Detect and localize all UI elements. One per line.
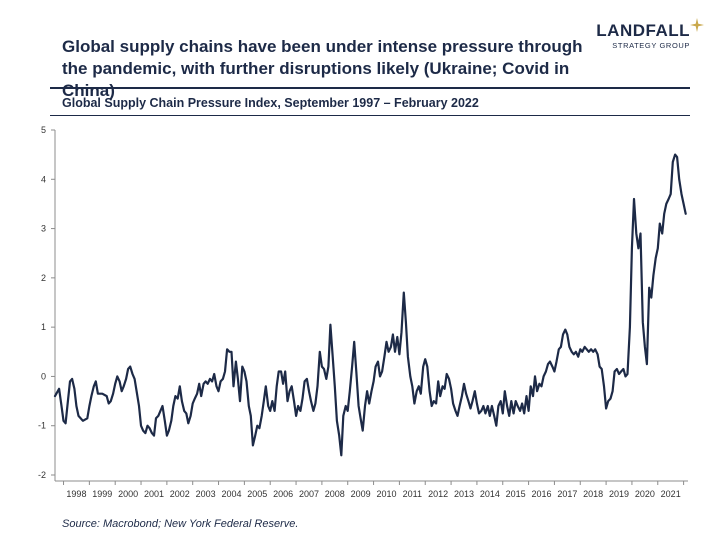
x-tick-label: 2011 <box>403 489 422 499</box>
x-tick-label: 2009 <box>351 489 371 499</box>
x-tick-label: 1999 <box>92 489 112 499</box>
x-tick-label: 2021 <box>661 489 681 499</box>
y-tick-label: 1 <box>41 322 46 332</box>
x-tick-label: 2005 <box>247 489 267 499</box>
star-icon <box>690 18 704 32</box>
x-tick-label: 2012 <box>428 489 448 499</box>
y-tick-label: 3 <box>41 224 46 234</box>
x-tick-label: 2001 <box>144 489 164 499</box>
x-tick-label: 2019 <box>609 489 629 499</box>
x-tick-label: 2007 <box>299 489 319 499</box>
x-tick-label: 2017 <box>557 489 577 499</box>
x-tick-label: 2004 <box>221 489 241 499</box>
chart-title: Global Supply Chain Pressure Index, Sept… <box>62 96 479 110</box>
y-tick-label: -1 <box>38 421 46 431</box>
logo-subtitle: STRATEGY GROUP <box>612 41 690 50</box>
y-tick-label: -2 <box>38 470 46 480</box>
landfall-logo: LANDFALL STRATEGY GROUP <box>596 18 704 50</box>
gscpi-series-line <box>53 153 687 457</box>
x-tick-label: 2003 <box>196 489 216 499</box>
source-note: Source: Macrobond; New York Federal Rese… <box>62 518 299 530</box>
x-tick-label: 2016 <box>531 489 551 499</box>
x-tick-label: 1998 <box>66 489 86 499</box>
x-tick-label: 2014 <box>480 489 500 499</box>
title-rule <box>50 115 690 116</box>
chart-axes <box>54 130 688 482</box>
headline: Global supply chains have been under int… <box>62 37 583 100</box>
x-tick-label: 2008 <box>325 489 345 499</box>
x-tick-label: 2020 <box>635 489 655 499</box>
x-tick-label: 2000 <box>118 489 138 499</box>
y-tick-label: 5 <box>41 125 46 135</box>
x-tick-label: 2013 <box>454 489 474 499</box>
header-rule <box>50 87 690 89</box>
x-tick-label: 2010 <box>376 489 396 499</box>
x-tick-label: 2006 <box>273 489 293 499</box>
x-axis-ticks: 1998 1999 2000 2001 2002 2003 2004 2005 2006 2007… <box>63 481 685 499</box>
x-tick-label: 2018 <box>583 489 603 499</box>
y-axis-ticks: -2 -1 0 1 2 3 4 5 <box>38 125 55 480</box>
x-tick-label: 2002 <box>170 489 190 499</box>
y-tick-label: 2 <box>41 273 46 283</box>
y-tick-label: 4 <box>41 174 46 184</box>
logo-name: LANDFALL <box>596 21 690 40</box>
x-tick-label: 2015 <box>506 489 526 499</box>
y-tick-label: 0 <box>41 371 46 381</box>
